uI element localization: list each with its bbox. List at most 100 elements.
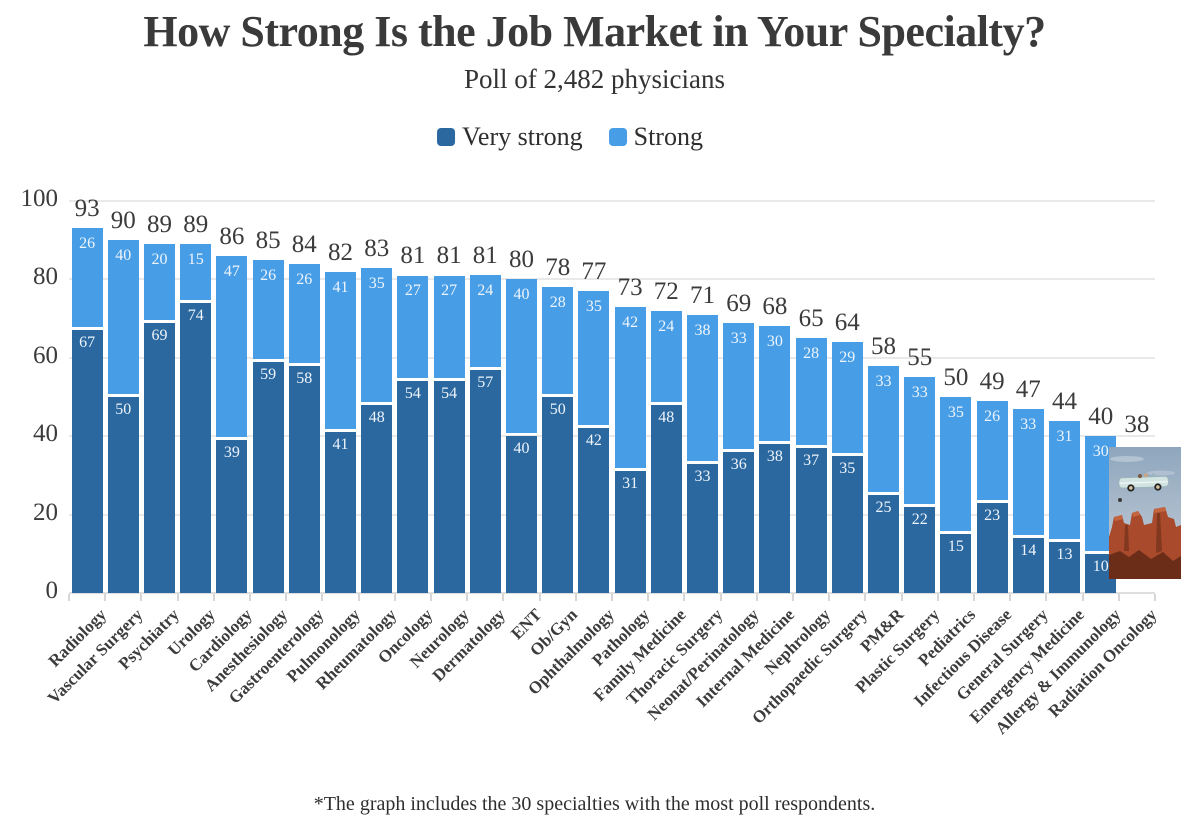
bar-total-label: 81	[436, 242, 462, 270]
segment-value-label: 36	[730, 455, 747, 473]
plot-area: 67 26 93 Radiology 50 40 90 Vascular Surgery 69 2…	[44, 195, 1160, 738]
segment-value-label: 27	[441, 282, 458, 300]
segment-value-label: 35	[947, 404, 964, 421]
bar-strong-segment	[614, 306, 646, 469]
bar-total-label: 69	[726, 289, 752, 317]
axis-tick	[1154, 594, 1156, 601]
bar-strong-segment	[542, 287, 574, 394]
segment-value-label: 33	[911, 384, 928, 402]
bar-strong-segment	[976, 400, 1008, 500]
segment-value-label: 30	[766, 333, 783, 351]
flying-car	[1118, 472, 1169, 492]
segment-value-label: 48	[658, 408, 675, 426]
bar-very-strong-segment	[687, 463, 718, 593]
bar-strong-segment	[288, 263, 320, 363]
segment-value-label: 31	[1056, 427, 1073, 445]
axis-tick	[683, 594, 686, 601]
bar-total-label: 64	[834, 309, 860, 337]
bar-total-label: 47	[1015, 375, 1041, 403]
segment-value-label: 47	[223, 262, 240, 280]
segment-value-label: 48	[368, 408, 385, 426]
axis-tick	[321, 594, 324, 601]
axis-tick	[502, 594, 505, 601]
cloud	[1110, 456, 1144, 462]
axis-tick	[864, 594, 867, 601]
chart-title: How Strong Is the Job Market in Your Spe…	[143, 7, 1046, 56]
segment-value-label: 26	[296, 270, 313, 288]
axis-tick	[828, 594, 831, 601]
bar-very-strong-segment	[759, 444, 791, 593]
axis-tick	[357, 594, 360, 601]
axis-tick	[393, 594, 396, 601]
segment-value-label: 57	[477, 373, 494, 391]
axis-tick	[1009, 594, 1012, 601]
bar-strong-segment	[71, 228, 103, 328]
bar-total-label: 83	[364, 234, 390, 262]
bar-total-label: 89	[147, 211, 172, 239]
segment-value-label: 74	[187, 306, 204, 324]
segment-value-label: 42	[622, 313, 639, 331]
bar-strong-segment	[687, 314, 718, 461]
bar-very-strong-segment	[361, 404, 393, 593]
y-tick-label: 100	[20, 185, 59, 212]
y-tick-label: 0	[45, 577, 59, 604]
segment-value-label: 24	[658, 317, 675, 335]
segment-value-label: 35	[839, 459, 856, 477]
legend-item-very-strong: Very strong	[437, 122, 583, 152]
axis-tick	[176, 594, 179, 601]
footnote: *The graph includes the 30 specialties w…	[313, 793, 876, 815]
segment-value-label: 28	[803, 345, 820, 363]
segment-value-label: 30	[1092, 443, 1109, 461]
segment-value-label: 50	[115, 401, 132, 418]
segment-value-label: 40	[115, 247, 132, 265]
bar-total-label: 58	[871, 332, 896, 360]
bar-total-label: 84	[291, 230, 317, 258]
bar-strong-segment	[868, 365, 899, 492]
bar-very-strong-segment	[216, 440, 248, 593]
segment-value-label: 20	[151, 251, 168, 269]
gridline	[69, 200, 1155, 202]
segment-value-label: 41	[332, 436, 349, 454]
segment-value-label: 42	[585, 432, 602, 450]
bar-total-label: 81	[400, 242, 426, 270]
axis-tick	[647, 594, 650, 601]
gridline	[69, 278, 1155, 281]
axis-tick	[792, 594, 794, 601]
gridline	[69, 356, 1155, 359]
car-cliff-photo	[1109, 447, 1181, 579]
bar-total-label: 81	[472, 242, 498, 270]
bar-total-label: 50	[943, 364, 969, 391]
segment-value-label: 35	[368, 274, 385, 292]
bar-total-label: 86	[219, 222, 245, 250]
bar-strong-segment	[831, 342, 863, 453]
bar-strong-segment	[216, 255, 248, 438]
segment-value-label: 40	[513, 440, 530, 458]
segment-value-label: 14	[1020, 542, 1037, 560]
bar-strong-segment	[506, 279, 537, 434]
segment-value-label: 69	[151, 326, 168, 344]
bar-total-label: 80	[509, 246, 534, 274]
axis-tick	[285, 594, 288, 601]
y-tick-label: 80	[33, 263, 58, 291]
bar-total-label: 72	[653, 277, 679, 305]
segment-value-label: 31	[622, 475, 639, 493]
segment-value-label: 37	[803, 451, 820, 469]
segment-value-label: 29	[839, 349, 856, 367]
segment-value-label: 39	[223, 444, 240, 462]
bar-very-strong-segment	[506, 436, 537, 593]
bar-very-strong-segment	[542, 397, 574, 593]
bar-strong-segment	[904, 377, 936, 504]
axis-tick	[755, 594, 758, 601]
bar-very-strong-segment	[107, 397, 139, 593]
bar-total-label: 90	[110, 207, 136, 235]
segment-value-label: 67	[79, 334, 96, 352]
bar-total-label: 44	[1052, 387, 1077, 415]
cloud	[1147, 470, 1175, 476]
legend-swatch-very-strong	[437, 128, 456, 146]
legend-item-strong: Strong	[608, 122, 703, 152]
segment-value-label: 24	[477, 282, 494, 300]
gridline	[69, 592, 1155, 594]
bar-strong-segment	[1012, 408, 1044, 536]
bar-very-strong-segment	[288, 365, 320, 593]
bar-strong-segment	[325, 271, 356, 430]
